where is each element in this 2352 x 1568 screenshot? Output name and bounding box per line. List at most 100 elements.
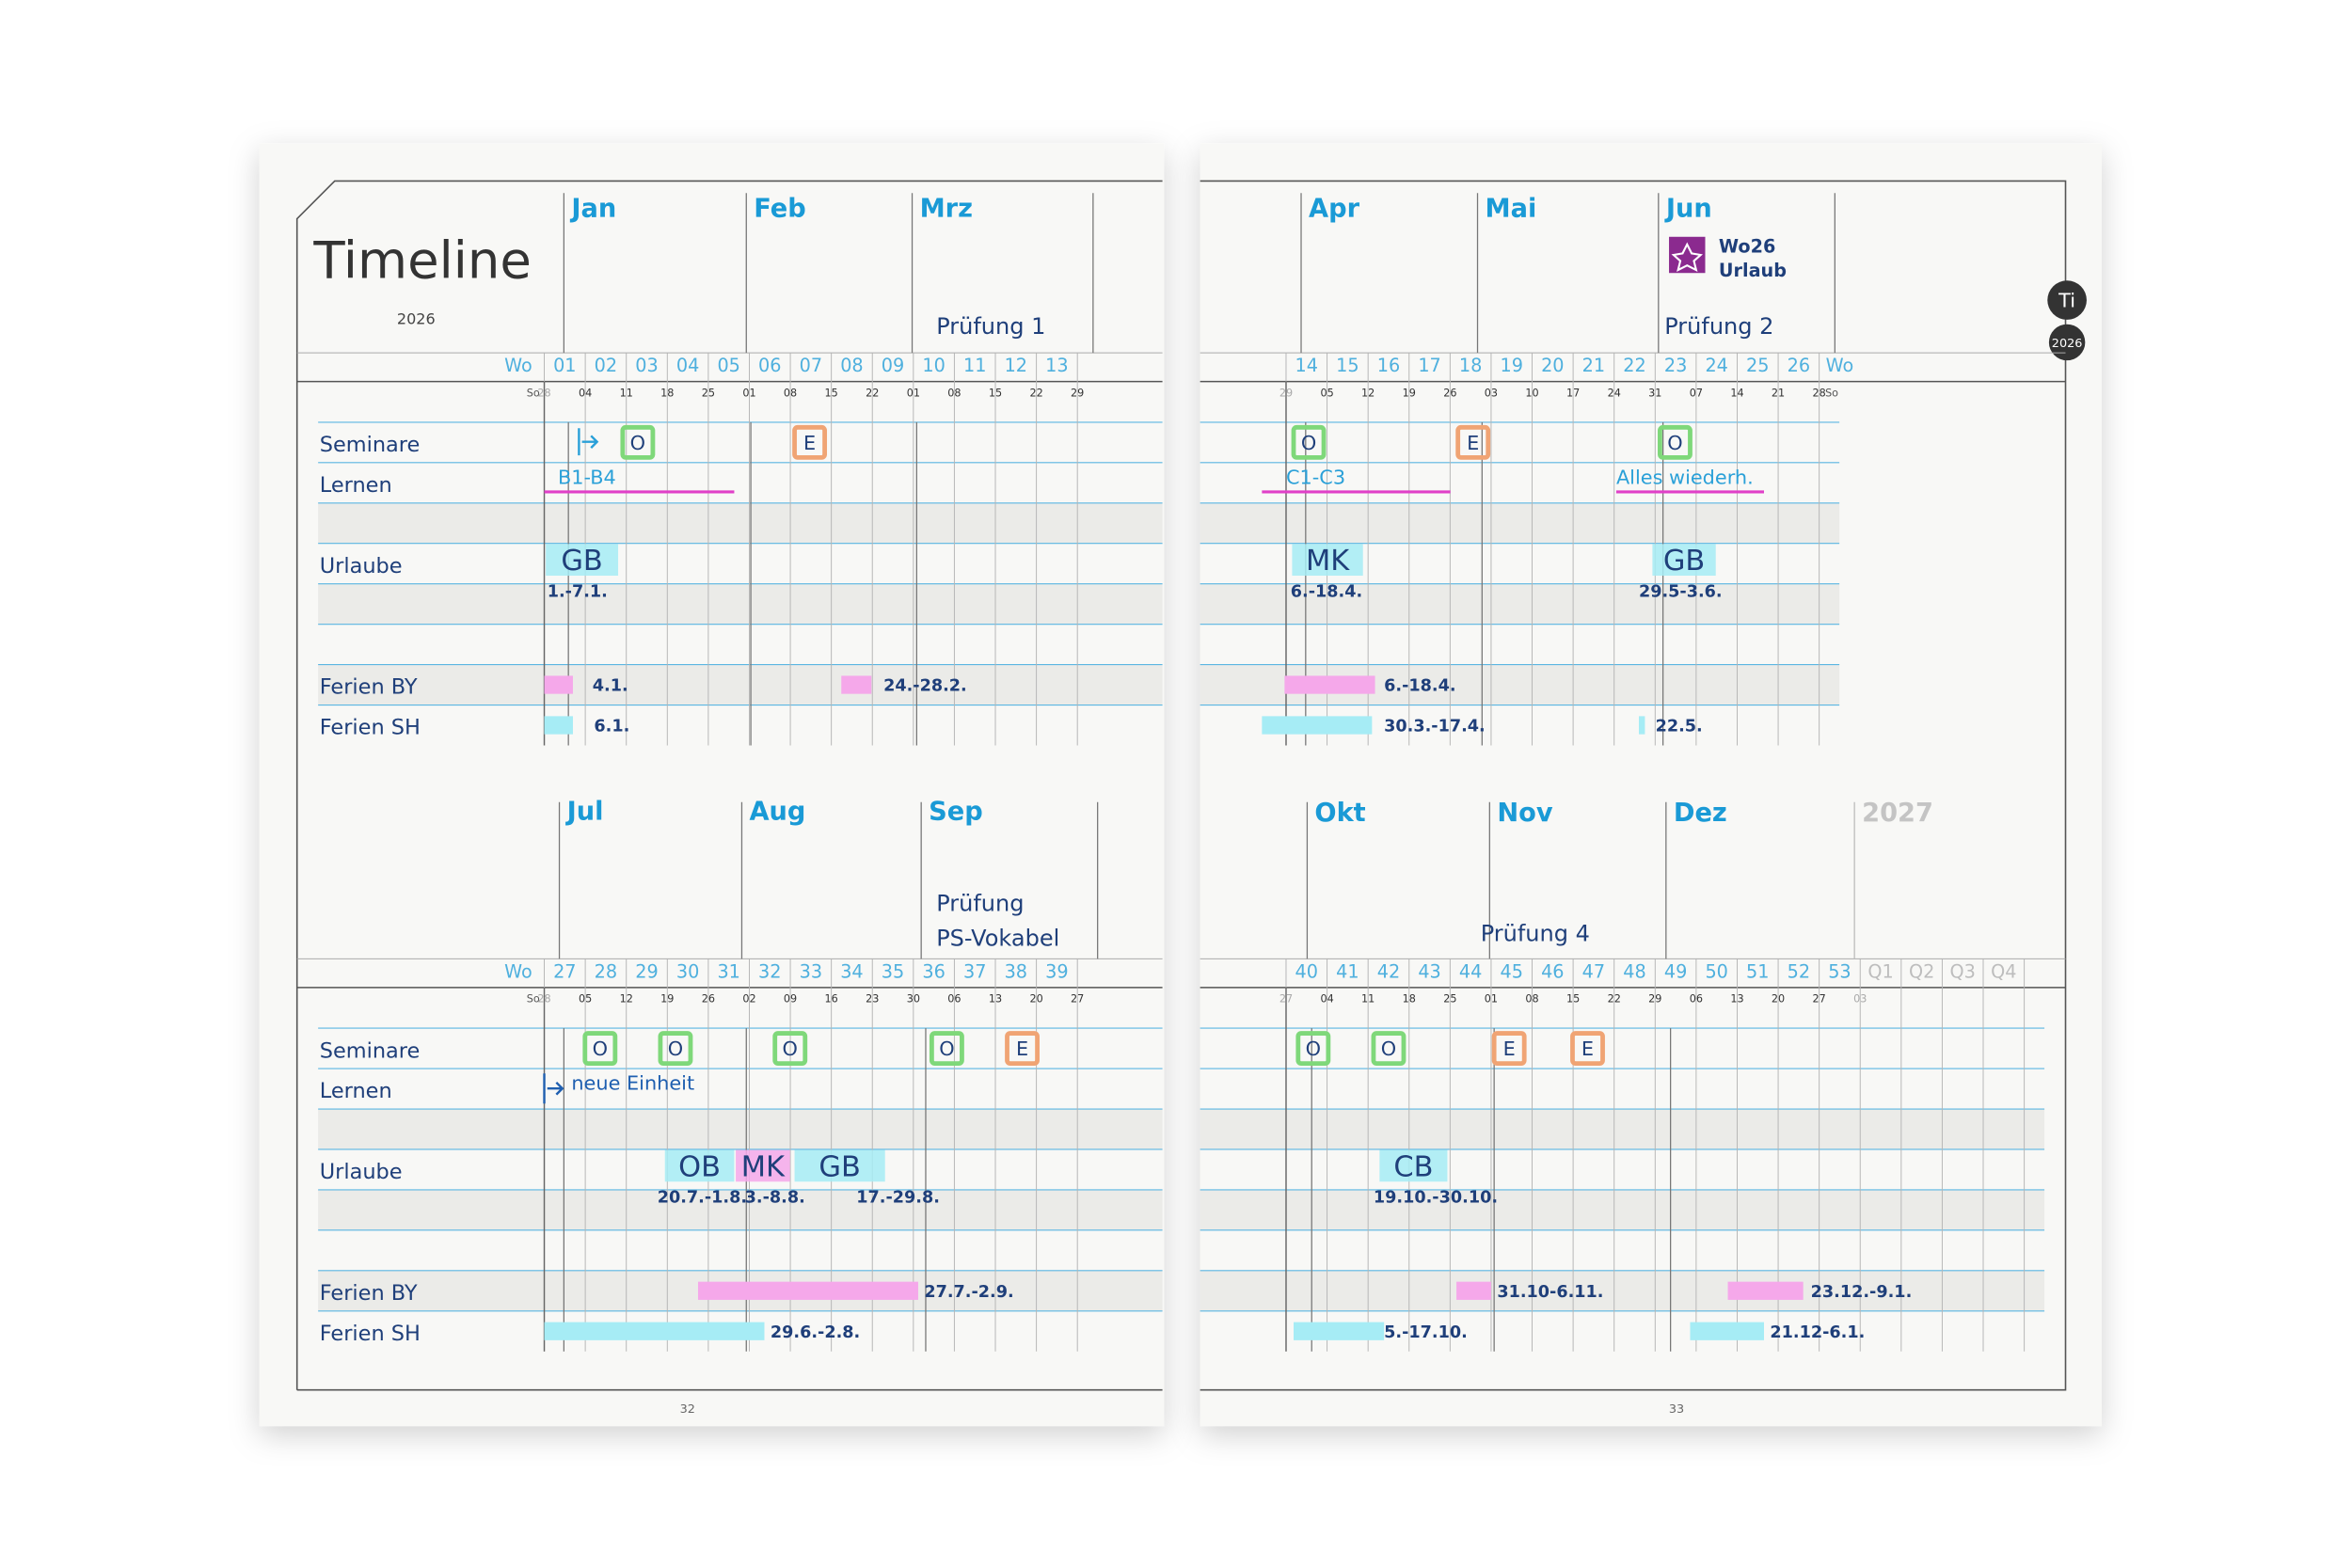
seminar-box	[620, 424, 656, 460]
week-number: 05	[717, 355, 739, 376]
vacation-label: GB	[818, 1150, 860, 1183]
day-number: 22	[866, 387, 879, 399]
month-label: Jan	[569, 194, 616, 223]
row-label: Ferien BY	[320, 1281, 418, 1306]
week-number: 50	[1705, 960, 1727, 982]
exam-note: Prüfung 1	[936, 313, 1045, 340]
arrow	[543, 1073, 564, 1104]
week-number: 38	[1005, 960, 1027, 982]
vacation-label: MK	[741, 1150, 786, 1183]
day-number: 26	[702, 993, 715, 1006]
week-number: 36	[922, 960, 945, 982]
day-number: 29	[1279, 387, 1293, 399]
week-number: 43	[1418, 960, 1440, 982]
day-number: 06	[1690, 993, 1703, 1006]
vacation-dates: 3.-8.8.	[745, 1189, 805, 1208]
seminar-mark: O	[783, 1037, 798, 1060]
row-shade	[1200, 502, 1840, 544]
quarter-label: Q2	[1909, 960, 1934, 982]
week-number: 07	[800, 355, 822, 376]
row-label: Ferien SH	[320, 1322, 421, 1346]
seminar-mark: E	[803, 432, 816, 454]
vacation-highlight	[1379, 1149, 1448, 1182]
learning-note: Alles wiederh.	[1616, 467, 1754, 489]
week-number: 08	[840, 355, 863, 376]
week-number: 15	[1336, 355, 1359, 376]
week-number: 31	[717, 960, 739, 982]
row-label: Ferien BY	[320, 675, 418, 700]
row-shade	[318, 1109, 1163, 1149]
week-number: 40	[1295, 960, 1318, 982]
week-number: 49	[1664, 960, 1687, 982]
day-number: 08	[1525, 993, 1538, 1006]
month-label: Mrz	[920, 194, 973, 223]
day-number: 03	[1485, 387, 1498, 399]
learning-note: neue Einheit	[571, 1072, 694, 1095]
day-number: 24	[1608, 387, 1621, 399]
holiday-bar	[1294, 1322, 1385, 1340]
week-number: 53	[1828, 960, 1851, 982]
row-shade	[1200, 1270, 2045, 1311]
seminar-box	[1491, 1031, 1527, 1067]
week-number: 37	[963, 960, 986, 982]
seminar-mark: O	[630, 432, 645, 454]
seminar-box	[772, 1031, 808, 1067]
holiday-bar	[544, 675, 573, 694]
holiday-dates: 29.6.-2.8.	[771, 1323, 860, 1342]
week-label: Wo	[504, 960, 532, 982]
seminar-mark: O	[668, 1037, 683, 1060]
day-number: 18	[1403, 993, 1416, 1006]
day-number: 22	[1029, 387, 1042, 399]
month-label: Nov	[1497, 799, 1553, 828]
exam-note: PS-Vokabel	[936, 926, 1059, 952]
week-number: 29	[635, 960, 658, 982]
row-label: Urlaube	[320, 554, 403, 578]
seminar-mark: O	[1301, 432, 1316, 454]
day-number: 10	[1525, 387, 1538, 399]
week-number: 03	[635, 355, 658, 376]
vacation-label: GB	[1663, 545, 1705, 578]
week-number: 51	[1746, 960, 1769, 982]
seminar-mark: E	[1581, 1037, 1594, 1060]
day-number: 25	[1443, 993, 1456, 1006]
holiday-bar	[697, 1281, 918, 1300]
day-number: 26	[1443, 387, 1456, 399]
seminar-mark: E	[1016, 1037, 1028, 1060]
year: 2026	[397, 309, 436, 327]
week-number: 04	[676, 355, 699, 376]
seminar-box	[1371, 1031, 1406, 1067]
seminar-box	[658, 1031, 693, 1067]
day-number: 30	[907, 993, 920, 1006]
day-number: 05	[1320, 387, 1333, 399]
week-number: 21	[1582, 355, 1605, 376]
holiday-bar	[1727, 1281, 1804, 1300]
week-number: 42	[1377, 960, 1400, 982]
day-number: 31	[1648, 387, 1661, 399]
holiday-bar	[544, 1322, 765, 1340]
row-shade	[1200, 583, 1840, 625]
week-number: 47	[1582, 960, 1605, 982]
month-label: Mai	[1486, 194, 1537, 223]
day-number: 01	[742, 387, 755, 399]
day-number: 17	[1566, 387, 1580, 399]
week-number: 44	[1459, 960, 1482, 982]
day-number: 28	[1813, 387, 1826, 399]
holiday-dates: 30.3.-17.4.	[1384, 718, 1486, 736]
day-number: 20	[1772, 993, 1785, 1006]
month-label: Okt	[1314, 799, 1365, 828]
day-number: 05	[579, 993, 592, 1006]
week-label: Wo	[504, 355, 532, 376]
day-number: 06	[947, 993, 961, 1006]
row-label: Urlaube	[320, 1160, 403, 1184]
week-number: 45	[1500, 960, 1522, 982]
seminar-mark: O	[939, 1037, 954, 1060]
day-label: So	[1825, 387, 1838, 399]
day-number: 19	[1403, 387, 1416, 399]
vacation-highlight	[1292, 544, 1363, 577]
day-number: 16	[825, 993, 838, 1006]
day-number: 25	[702, 387, 715, 399]
day-number: 12	[1361, 387, 1375, 399]
holiday-bar	[544, 716, 573, 735]
